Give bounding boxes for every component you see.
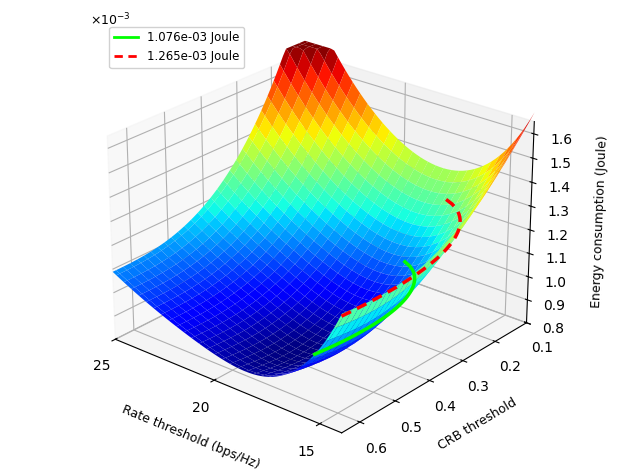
Y-axis label: CRB threshold: CRB threshold <box>436 396 519 453</box>
Legend: 1.076e-03 Joule, 1.265e-03 Joule: 1.076e-03 Joule, 1.265e-03 Joule <box>109 27 244 68</box>
Text: $\times10^{-3}$: $\times10^{-3}$ <box>90 12 130 29</box>
X-axis label: Rate threshold (bps/Hz): Rate threshold (bps/Hz) <box>120 403 262 471</box>
